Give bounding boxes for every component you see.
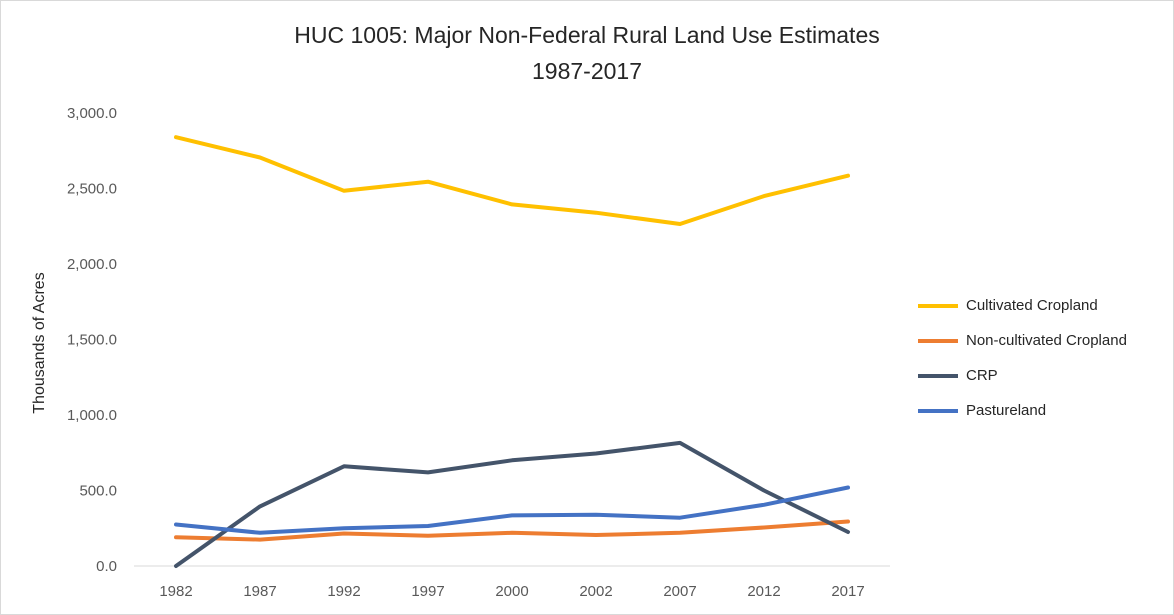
x-tick-label: 2002 <box>579 583 612 600</box>
legend-label: Pastureland <box>966 402 1047 419</box>
x-tick-label: 2007 <box>663 583 696 600</box>
x-tick-label: 2012 <box>747 583 780 600</box>
legend-swatch <box>918 373 958 378</box>
y-tick-label: 500.0 <box>79 483 117 500</box>
x-tick-label: 1992 <box>327 583 360 600</box>
x-tick-label: 2017 <box>831 583 864 600</box>
x-tick-label: 1987 <box>243 583 276 600</box>
series-line-non-cultivated-cropland <box>174 519 850 542</box>
legend-item-crp: CRP <box>918 358 1127 393</box>
y-tick-label: 2,000.0 <box>67 256 117 273</box>
legend-label: CRP <box>966 367 998 384</box>
series-line-cultivated-cropland <box>174 135 850 226</box>
legend-label: Non-cultivated Cropland <box>966 332 1127 349</box>
series-line-crp <box>174 440 850 568</box>
y-tick-label: 1,500.0 <box>67 332 117 349</box>
chart-title: HUC 1005: Major Non-Federal Rural Land U… <box>294 22 880 48</box>
legend-item-cultivated-cropland: Cultivated Cropland <box>918 288 1127 323</box>
legend-item-non-cultivated-cropland: Non-cultivated Cropland <box>918 323 1127 358</box>
legend-swatch <box>918 338 958 343</box>
legend-label: Cultivated Cropland <box>966 297 1098 314</box>
chart-subtitle: 1987-2017 <box>532 58 642 84</box>
y-tick-label: 1,000.0 <box>67 407 117 424</box>
legend-item-pastureland: Pastureland <box>918 393 1127 428</box>
y-tick-label: 3,000.0 <box>67 105 117 122</box>
series-line-pastureland <box>174 485 850 535</box>
y-tick-label: 2,500.0 <box>67 181 117 198</box>
y-tick-label: 0.0 <box>96 558 117 575</box>
x-tick-label: 2000 <box>495 583 528 600</box>
x-tick-label: 1997 <box>411 583 444 600</box>
legend-swatch <box>918 303 958 308</box>
x-tick-label: 1982 <box>159 583 192 600</box>
legend: Cultivated Cropland Non-cultivated Cropla… <box>918 288 1127 428</box>
legend-swatch <box>918 408 958 413</box>
